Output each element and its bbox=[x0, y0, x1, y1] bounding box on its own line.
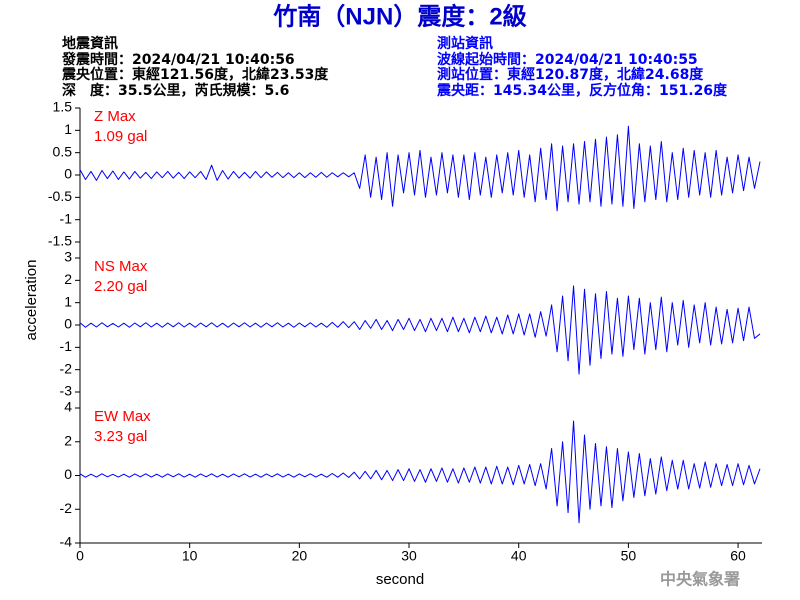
max-annotation: EW Max bbox=[94, 408, 151, 425]
y-tick-label: -0.5 bbox=[48, 188, 72, 204]
waveform bbox=[79, 420, 761, 524]
x-tick-label: 10 bbox=[182, 548, 198, 564]
y-axis-label: acceleration bbox=[23, 260, 40, 341]
y-tick-label: 0 bbox=[64, 316, 72, 332]
chart-title: 竹南（NJN）震度：2級 bbox=[272, 2, 526, 30]
waveform bbox=[79, 125, 761, 212]
y-tick-label: 2 bbox=[64, 271, 72, 287]
y-tick-label: 1.5 bbox=[53, 99, 73, 115]
y-tick-label: 4 bbox=[64, 399, 72, 415]
y-tick-label: 0.5 bbox=[53, 143, 73, 159]
y-tick-label: -2 bbox=[60, 360, 73, 376]
max-annotation: 2.20 gal bbox=[94, 278, 147, 295]
y-tick-label: 0 bbox=[64, 166, 72, 182]
y-tick-label: -1 bbox=[60, 210, 73, 226]
y-tick-label: 0 bbox=[64, 466, 72, 482]
credit: 中央氣象署 bbox=[660, 570, 740, 589]
y-tick-label: 3 bbox=[64, 249, 72, 265]
y-tick-label: -1.5 bbox=[48, 233, 72, 249]
x-tick-label: 20 bbox=[292, 548, 308, 564]
info-line: 震央位置：東經121.56度，北緯23.53度 bbox=[61, 66, 329, 83]
x-tick-label: 50 bbox=[621, 548, 637, 564]
y-tick-label: -3 bbox=[60, 383, 73, 399]
station-line: 波線起始時間：2024/04/21 10:40:55 bbox=[437, 51, 698, 68]
max-annotation: 1.09 gal bbox=[94, 128, 147, 145]
x-tick-label: 30 bbox=[401, 548, 417, 564]
info-line: 地震資訊 bbox=[62, 35, 118, 52]
x-tick-label: 40 bbox=[511, 548, 527, 564]
station-line: 震央距：145.34公里，反方位角：151.26度 bbox=[436, 82, 728, 99]
y-tick-label: 1 bbox=[64, 121, 72, 137]
y-tick-label: -2 bbox=[60, 500, 73, 516]
x-tick-label: 60 bbox=[730, 548, 746, 564]
station-line: 測站資訊 bbox=[437, 35, 493, 52]
waveform bbox=[79, 285, 761, 375]
max-annotation: NS Max bbox=[94, 258, 148, 275]
max-annotation: Z Max bbox=[94, 108, 136, 125]
y-tick-label: -1 bbox=[60, 338, 73, 354]
y-tick-label: 2 bbox=[64, 432, 72, 448]
info-line: 發震時間：2024/04/21 10:40:56 bbox=[61, 51, 295, 68]
y-tick-label: -4 bbox=[60, 534, 73, 550]
y-tick-label: 1 bbox=[64, 293, 72, 309]
x-tick-label: 0 bbox=[76, 548, 84, 564]
station-line: 測站位置：東經120.87度，北緯24.68度 bbox=[437, 66, 704, 83]
x-axis-label: second bbox=[376, 571, 424, 588]
max-annotation: 3.23 gal bbox=[94, 428, 147, 445]
info-line: 深 度：35.5公里，芮氏規模：5.6 bbox=[62, 82, 289, 99]
